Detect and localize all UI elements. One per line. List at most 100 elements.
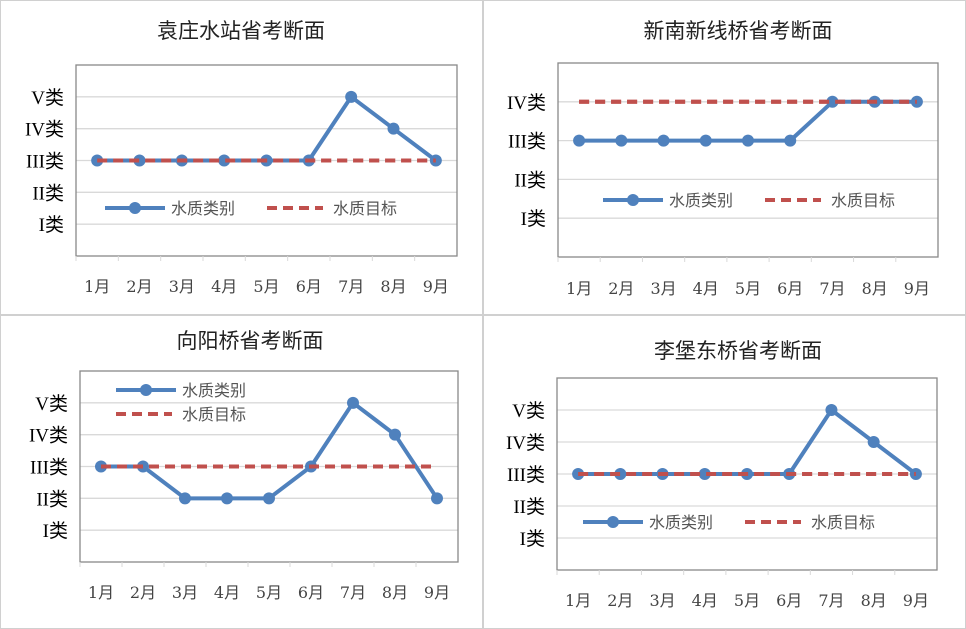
x-tick-label: 6月 — [776, 591, 802, 610]
quality-point — [699, 134, 712, 147]
quality-point — [218, 154, 231, 167]
plot-area — [556, 377, 938, 571]
legend: 水质类别 水质目标 — [583, 513, 875, 532]
legend-quality-marker — [607, 516, 619, 528]
chart-2: 新南新线桥省考断面 I类 II类 III类 IV类 1月 2月 3月 4月 5月 6月 7月 8月 9月 水… — [483, 0, 966, 315]
plot-area — [79, 370, 459, 563]
x-tick-label: 1月 — [88, 583, 114, 602]
x-tick-label: 9月 — [423, 277, 449, 296]
x-tick-label: 6月 — [296, 277, 322, 296]
legend-label: 水质类别 — [669, 191, 733, 210]
x-tick-label: 4月 — [211, 277, 237, 296]
x-tick-label: 5月 — [256, 583, 282, 602]
x-tick-label: 3月 — [169, 277, 195, 296]
quality-point — [431, 492, 443, 505]
legend-label: 水质目标 — [811, 513, 875, 532]
legend-label: 水质目标 — [333, 199, 397, 218]
x-tick-label: 4月 — [692, 591, 718, 610]
quality-point — [867, 436, 880, 448]
chart-4: 李堡东桥省考断面 I类 II类 III类 IV类 V类 1月 2月 3月 4月 5月 6月 7月 8月 9月… — [483, 315, 966, 629]
legend-label: 水质类别 — [649, 513, 713, 532]
y-tick-label: II类 — [36, 488, 68, 510]
y-tick-label: IV类 — [507, 92, 546, 114]
legend-quality-marker — [140, 384, 152, 396]
y-tick-label: III类 — [507, 464, 545, 486]
x-tick-label: 2月 — [607, 591, 633, 610]
quality-point — [345, 90, 358, 103]
quality-point — [347, 396, 359, 409]
y-tick-label: III类 — [30, 457, 68, 479]
quality-point — [826, 95, 839, 108]
x-tick-label: 2月 — [608, 279, 634, 298]
y-tick-label: II类 — [514, 169, 546, 191]
x-tick-label: 8月 — [862, 279, 888, 298]
y-tick-label: IV类 — [25, 119, 64, 141]
x-tick-label: 7月 — [819, 279, 845, 298]
x-tick-label: 5月 — [253, 277, 279, 296]
x-tick-label: 1月 — [565, 591, 591, 610]
legend: 水质类别 水质目标 — [105, 199, 397, 218]
quality-point — [698, 468, 711, 480]
legend-label: 水质目标 — [831, 191, 895, 210]
legend-label: 水质目标 — [182, 405, 246, 424]
quality-point — [784, 134, 797, 147]
x-tick-label: 9月 — [424, 583, 450, 602]
quality-point — [657, 134, 670, 147]
legend: 水质类别 水质目标 — [603, 191, 895, 210]
plot-area — [75, 64, 458, 257]
y-tick-label: II类 — [32, 182, 64, 204]
y-tick-label: I类 — [520, 528, 545, 550]
chart-title: 新南新线桥省考断面 — [644, 19, 833, 43]
x-tick-label: 7月 — [338, 277, 364, 296]
chart-3: 向阳桥省考断面 I类 II类 III类 IV类 V类 1月 2月 3月 4月 5月 6月 7月 8月 9月 水… — [0, 315, 483, 629]
x-tick-label: 3月 — [172, 583, 198, 602]
x-tick-label: 6月 — [777, 279, 803, 298]
y-tick-label: I类 — [521, 208, 546, 230]
quality-point — [133, 154, 146, 167]
x-tick-label: 5月 — [735, 279, 761, 298]
y-tick-label: III类 — [26, 151, 64, 173]
chart-panel — [0, 0, 483, 315]
y-tick-label: V类 — [35, 393, 68, 415]
x-tick-label: 8月 — [382, 583, 408, 602]
chart-1: 袁庄水站省考断面 I类 II类 III类 IV类 V类 1月 2月 3月 4月 5月 6月 7月 8月 9月… — [0, 0, 483, 315]
x-tick-label: 6月 — [298, 583, 324, 602]
x-tick-label: 3月 — [650, 279, 676, 298]
x-tick-label: 9月 — [903, 591, 929, 610]
chart-title: 袁庄水站省考断面 — [157, 19, 325, 43]
y-tick-label: V类 — [31, 87, 64, 109]
x-tick-label: 5月 — [734, 591, 760, 610]
x-tick-label: 7月 — [340, 583, 366, 602]
x-tick-label: 4月 — [214, 583, 240, 602]
plot-area — [557, 62, 939, 258]
y-tick-label: V类 — [512, 400, 545, 422]
legend-quality-marker — [129, 202, 141, 214]
quality-point — [221, 492, 233, 505]
x-tick-label: 8月 — [861, 591, 887, 610]
x-tick-label: 2月 — [130, 583, 156, 602]
quality-point — [615, 134, 628, 147]
x-tick-label: 2月 — [126, 277, 152, 296]
quality-point — [179, 492, 191, 505]
quality-point — [263, 492, 275, 505]
chart-title: 李堡东桥省考断面 — [654, 339, 822, 363]
legend-quality-marker — [627, 194, 639, 206]
y-tick-label: III类 — [508, 131, 546, 153]
quality-point — [387, 122, 400, 135]
quality-point — [573, 134, 586, 147]
y-tick-label: IV类 — [506, 432, 545, 454]
chart-panel — [0, 315, 483, 629]
chart-panel — [483, 0, 966, 315]
legend-label: 水质类别 — [182, 381, 246, 400]
x-tick-label: 1月 — [566, 279, 592, 298]
x-tick-label: 4月 — [693, 279, 719, 298]
x-tick-label: 8月 — [380, 277, 406, 296]
x-tick-label: 3月 — [649, 591, 675, 610]
x-tick-label: 1月 — [84, 277, 110, 296]
x-tick-label: 9月 — [904, 279, 930, 298]
legend-label: 水质类别 — [171, 199, 235, 218]
x-tick-label: 7月 — [818, 591, 844, 610]
y-tick-label: I类 — [39, 214, 64, 236]
